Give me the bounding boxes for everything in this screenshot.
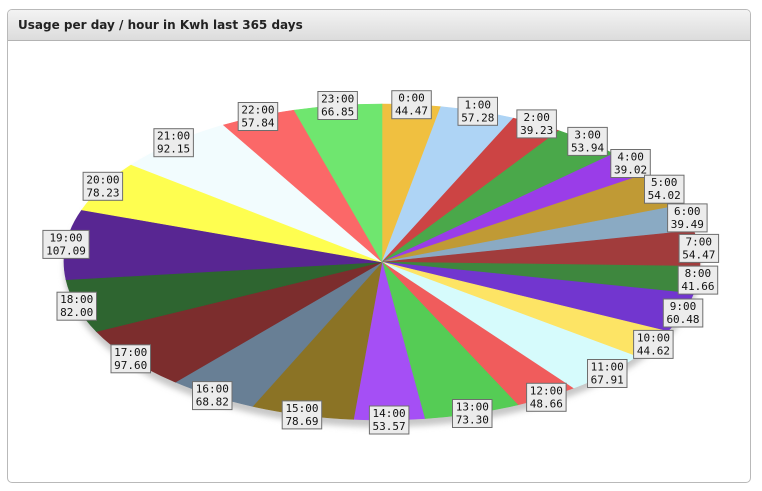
panel-header: Usage per day / hour in Kwh last 365 day… [8, 10, 750, 41]
data-label-value: 68.82 [196, 396, 229, 409]
data-label-value: 92.15 [157, 143, 190, 156]
data-label-box [56, 291, 97, 321]
data-label-value: 54.47 [682, 248, 715, 261]
data-label-box [42, 229, 90, 259]
data-label-box [678, 233, 720, 263]
data-label-box [667, 203, 708, 233]
data-label-box [644, 174, 685, 204]
data-label-box [192, 381, 233, 411]
data-label-box [567, 126, 608, 156]
data-label-box [633, 329, 674, 359]
data-label-hour: 8:00 [685, 267, 712, 280]
data-label-box [516, 109, 557, 139]
data-label-hour: 21:00 [157, 130, 190, 143]
data-label-value: 39.23 [520, 124, 553, 137]
data-label-hour: 15:00 [285, 402, 318, 415]
data-label-box [82, 171, 124, 201]
data-label-hour: 0:00 [398, 92, 425, 105]
data-label-value: 67.91 [591, 374, 624, 387]
data-label-value: 48.66 [530, 397, 563, 410]
data-label-value: 39.02 [614, 164, 647, 177]
data-label-box [526, 382, 567, 412]
data-label-hour: 12:00 [530, 384, 563, 397]
data-label-box [457, 96, 498, 126]
data-label-hour: 4:00 [617, 151, 644, 164]
data-label-hour: 3:00 [574, 128, 601, 141]
data-label-value: 57.84 [241, 117, 274, 130]
data-label-box [281, 400, 323, 430]
panel-title: Usage per day / hour in Kwh last 365 day… [18, 18, 303, 32]
data-label-hour: 2:00 [523, 111, 550, 124]
data-label-box [662, 298, 704, 328]
data-label-hour: 5:00 [651, 176, 678, 189]
data-label-box [153, 128, 194, 158]
data-label-box [317, 91, 358, 120]
data-label-hour: 20:00 [86, 173, 119, 186]
data-label-hour: 13:00 [456, 401, 489, 414]
data-label-value: 39.49 [671, 218, 704, 231]
data-label-hour: 17:00 [114, 346, 147, 359]
data-label-hour: 7:00 [686, 235, 713, 248]
data-label-value: 44.47 [395, 105, 428, 118]
data-label-hour: 14:00 [373, 407, 406, 420]
data-label-value: 60.48 [666, 313, 699, 326]
data-label-value: 107.09 [46, 244, 86, 257]
data-label-box [610, 149, 651, 178]
data-label-value: 78.69 [285, 415, 318, 428]
data-label-hour: 18:00 [60, 293, 93, 306]
data-label-value: 78.23 [86, 186, 119, 199]
data-label-value: 97.60 [114, 359, 147, 372]
data-label-box [237, 102, 279, 131]
data-label-box [391, 90, 432, 120]
data-label-value: 53.94 [571, 141, 604, 154]
data-label-box [677, 265, 719, 295]
data-label-hour: 19:00 [49, 231, 82, 244]
data-label-hour: 22:00 [241, 104, 274, 117]
data-label-box [452, 399, 493, 428]
data-label-hour: 1:00 [465, 98, 492, 111]
data-label-hour: 6:00 [674, 205, 701, 218]
data-label-hour: 10:00 [637, 331, 670, 344]
data-label-box [587, 359, 628, 388]
data-label-value: 57.28 [461, 111, 494, 124]
data-label-value: 44.62 [637, 344, 670, 357]
data-label-box [110, 344, 151, 374]
data-label-hour: 9:00 [670, 300, 697, 313]
data-label-hour: 16:00 [196, 383, 229, 396]
data-label-value: 41.66 [681, 280, 714, 293]
data-label-hour: 11:00 [591, 361, 624, 374]
data-label-hour: 23:00 [321, 93, 354, 106]
data-label-box [368, 405, 410, 435]
data-label-value: 82.00 [60, 306, 93, 319]
data-label-value: 66.85 [321, 106, 354, 119]
data-label-value: 73.30 [456, 414, 489, 427]
data-label-value: 53.57 [373, 420, 406, 433]
data-label-value: 54.02 [648, 189, 681, 202]
